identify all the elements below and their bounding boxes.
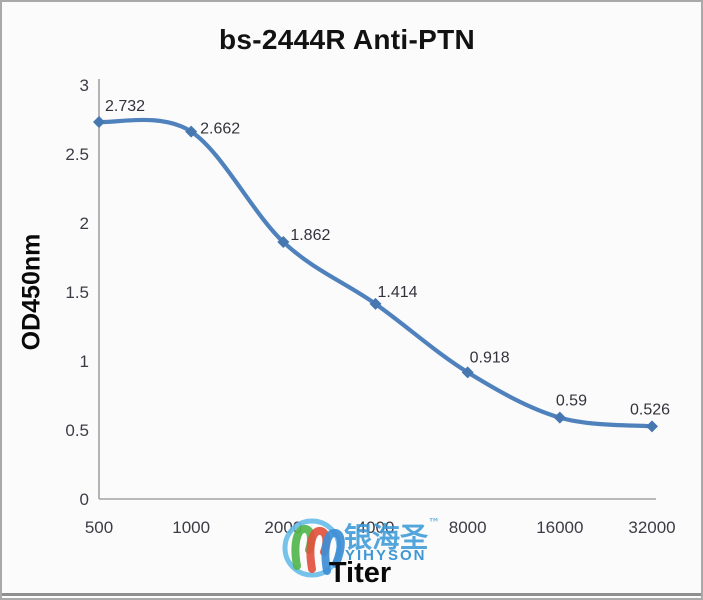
x-tick-label: 1000 [172,518,210,537]
data-label: 1.414 [378,284,418,301]
watermark-brand-cn: 银海圣™ [344,516,441,554]
data-point-marker [461,366,474,379]
y-tick-label: 1 [80,352,89,371]
data-label: 0.526 [630,401,670,418]
data-label: 0.918 [470,349,510,366]
watermark: 银海圣™ YIHYSON [268,502,468,594]
chart-title: bs-2444R Anti-PTN [218,24,476,55]
x-axis-title: Titer [328,557,392,589]
x-tick-label: 16000 [536,518,583,537]
x-tick-label: 500 [85,518,113,537]
data-label: 2.662 [200,121,240,138]
y-tick-label: 2.5 [65,145,89,164]
series-line [96,117,655,429]
data-point-marker [277,236,290,249]
data-point-marker [553,411,566,424]
watermark-brand-en: YIHYSON [345,547,427,564]
y-tick-label: 0.5 [65,421,89,440]
x-tick-label: 4000 [357,518,395,537]
y-tick-label: 1.5 [65,283,89,302]
y-tick-label: 0 [80,490,89,509]
data-label: 0.59 [556,393,587,410]
bottom-border-rule [2,593,701,596]
x-tick-label: 8000 [449,518,487,537]
watermark-logo-icon [282,518,345,578]
trademark-symbol: ™ [428,516,441,530]
data-point-marker [93,115,105,128]
y-tick-label: 2 [80,214,89,233]
y-tick-label: 3 [80,76,89,95]
data-label: 2.732 [105,98,145,115]
logo-ribbon-blue [321,528,345,575]
data-label: 1.862 [290,227,330,244]
data-point-marker [646,420,658,433]
data-point-marker [185,125,198,138]
x-tick-label: 32000 [628,518,675,537]
data-point-marker [369,297,382,310]
